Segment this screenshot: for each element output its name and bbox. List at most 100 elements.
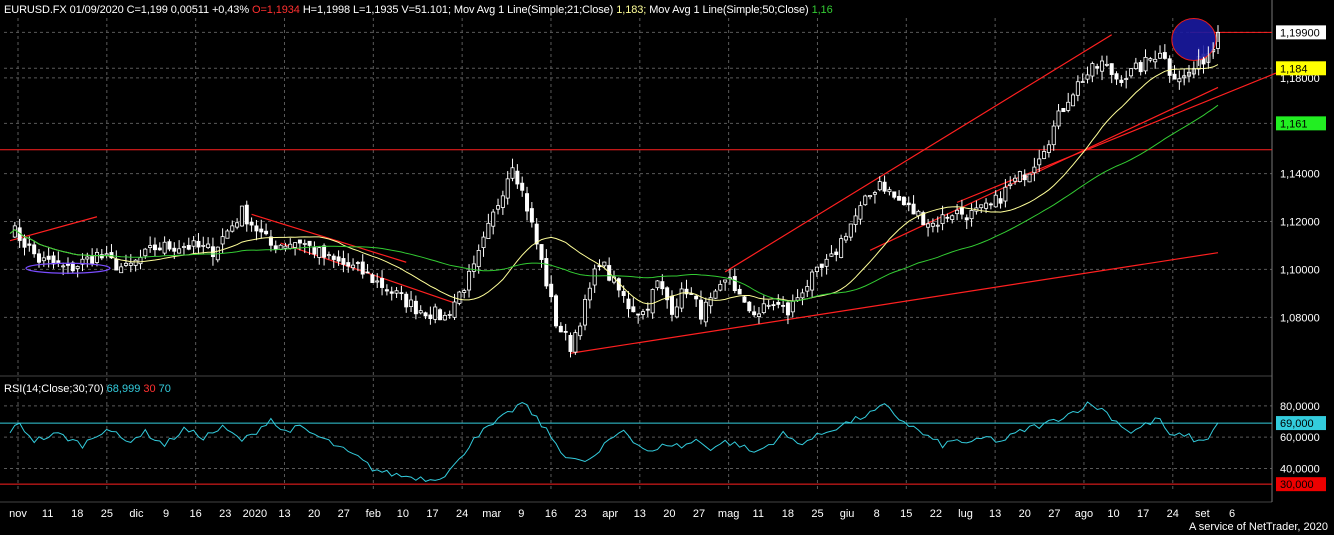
candle-body xyxy=(1066,101,1071,111)
candle-body xyxy=(346,262,351,267)
candle-body xyxy=(27,243,32,246)
candle-body xyxy=(829,253,834,257)
candle-body xyxy=(360,261,365,275)
candle-body xyxy=(723,279,728,283)
candle-body xyxy=(268,236,273,246)
candle-body xyxy=(447,314,452,316)
candle-body xyxy=(438,309,443,321)
candle-body xyxy=(1148,58,1153,61)
candle-body xyxy=(389,291,394,294)
candle-body xyxy=(119,266,124,274)
price-tick-label: 1,10000 xyxy=(1280,264,1320,276)
time-tick-label: 20 xyxy=(308,508,320,520)
time-tick-label: set xyxy=(1195,508,1210,520)
rsi-panel: 80,0000 60,0000 40,0000 69,000 30,000 xyxy=(0,401,1326,492)
candle-body xyxy=(669,295,674,315)
candle-body xyxy=(1032,166,1037,174)
candle-body xyxy=(984,202,989,209)
candle-body xyxy=(1090,63,1095,77)
candle-body xyxy=(515,170,520,185)
candle-body xyxy=(554,295,559,327)
candle-body xyxy=(684,288,689,295)
time-tick-label: 25 xyxy=(101,508,113,520)
overlay-shapes xyxy=(25,18,1219,274)
candle-body xyxy=(148,245,153,248)
candle-body xyxy=(1027,173,1032,183)
time-tick-label: nov xyxy=(9,508,27,520)
time-tick-label: 10 xyxy=(397,508,409,520)
candle-body xyxy=(220,236,225,245)
candle-body xyxy=(288,243,293,249)
candle-body xyxy=(510,167,515,179)
candle-body xyxy=(979,204,984,209)
candle-body xyxy=(152,244,157,251)
time-tick-label: 20 xyxy=(1019,508,1031,520)
candle-body xyxy=(1119,79,1124,83)
rsi-header: RSI(14;Close;30;70) 68,999 30 70 xyxy=(4,383,174,395)
candle-body xyxy=(766,304,771,307)
candle-body xyxy=(563,331,568,333)
candle-body xyxy=(897,195,902,201)
last-price-label-bg xyxy=(1276,25,1326,40)
candle-body xyxy=(1051,125,1056,146)
candle-body xyxy=(442,315,447,321)
candle-body xyxy=(544,258,549,287)
credit-text: A service of NetTrader, 2020 xyxy=(1189,521,1328,533)
time-tick-label: 2020 xyxy=(243,508,267,520)
candle-body xyxy=(583,299,588,326)
price-tick-label: 1,14000 xyxy=(1280,169,1320,181)
time-tick-label: 23 xyxy=(219,508,231,520)
candle-body xyxy=(496,205,501,210)
candle-body xyxy=(162,241,167,254)
candle-body xyxy=(843,235,848,241)
candle-body xyxy=(409,299,414,307)
candle-body xyxy=(206,243,211,249)
candle-body xyxy=(631,306,636,313)
ma21-value: 1,183; xyxy=(616,4,647,16)
candle-body xyxy=(1085,74,1090,80)
candle-body xyxy=(1167,58,1172,76)
candle-body xyxy=(1158,52,1163,59)
downtrend-upper xyxy=(251,213,407,263)
candle-body xyxy=(370,274,375,283)
candle-body xyxy=(732,276,737,292)
rsi-line xyxy=(9,401,1219,482)
candle-body xyxy=(694,295,699,300)
candle-body xyxy=(481,236,486,248)
candle-body xyxy=(959,207,964,215)
time-tick-label: 18 xyxy=(71,508,83,520)
candle-body xyxy=(887,189,892,193)
candle-body xyxy=(12,225,17,238)
candle-body xyxy=(375,280,380,283)
candle-body xyxy=(1071,94,1076,107)
candle-body xyxy=(1162,52,1167,59)
rsi-high: 70 xyxy=(158,383,171,395)
candle-body xyxy=(742,296,747,303)
candle-body xyxy=(307,240,312,246)
candle-body xyxy=(969,210,974,220)
candle-body xyxy=(800,292,805,299)
candle-body xyxy=(423,312,428,317)
candle-body xyxy=(404,293,409,308)
channel-upper xyxy=(724,34,1113,273)
candle-body xyxy=(341,258,346,265)
ma50-price-label-bg xyxy=(1276,116,1326,131)
candle-body xyxy=(810,271,815,291)
candle-body xyxy=(293,242,298,248)
time-tick-label: 9 xyxy=(518,508,524,520)
candles xyxy=(12,25,1221,358)
candle-body xyxy=(621,291,626,296)
candle-body xyxy=(805,286,810,292)
candle-body xyxy=(1017,171,1022,182)
candle-body xyxy=(781,305,786,307)
candle-body xyxy=(486,222,491,239)
time-tick-label: 17 xyxy=(1137,508,1149,520)
candle-body xyxy=(399,292,404,294)
candle-body xyxy=(273,245,278,250)
time-tick-label: 23 xyxy=(574,508,586,520)
candle-body xyxy=(906,202,911,206)
candle-body xyxy=(230,225,235,232)
candle-body xyxy=(114,258,119,271)
candle-body xyxy=(785,302,790,316)
channel-lower xyxy=(869,86,1219,251)
